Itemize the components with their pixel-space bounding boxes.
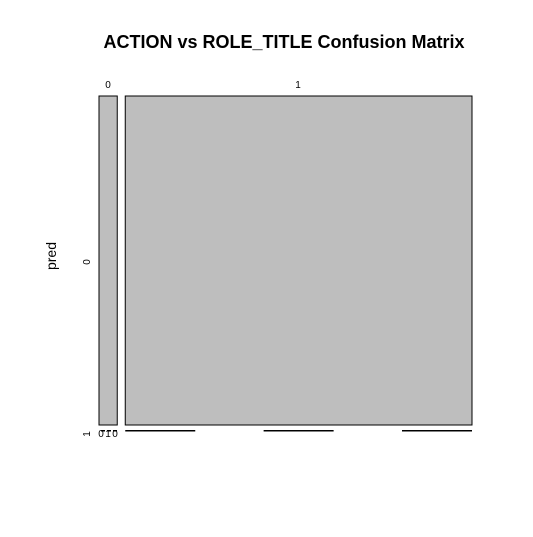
bottom-small-label-2: 0 xyxy=(112,429,118,440)
mosaic-cell-1-1-segment-1 xyxy=(263,430,334,432)
y-tick-label-1: 1 xyxy=(82,431,93,437)
mosaic-cell-1-1-segment-2 xyxy=(402,430,472,432)
mosaic-cell-0-1-segment-2 xyxy=(113,430,117,432)
bottom-small-label-1: 1 xyxy=(105,429,111,440)
mosaic-cell-0-1-segment-1 xyxy=(107,430,111,432)
x-tick-label-1: 1 xyxy=(295,80,301,91)
mosaic-cell-0-0 xyxy=(98,95,118,426)
x-tick-label-0: 0 xyxy=(105,80,111,91)
bottom-small-label-0: 0 xyxy=(98,429,104,440)
mosaic-cell-1-0 xyxy=(124,95,473,426)
y-tick-label-0: 0 xyxy=(82,259,93,265)
mosaic-cell-1-1-segment-0 xyxy=(125,430,196,432)
mosaic-cell-0-1-segment-0 xyxy=(101,430,105,432)
y-axis-label: pred xyxy=(43,242,59,270)
chart-title: ACTION vs ROLE_TITLE Confusion Matrix xyxy=(103,32,464,52)
mosaic-cells xyxy=(98,95,473,432)
